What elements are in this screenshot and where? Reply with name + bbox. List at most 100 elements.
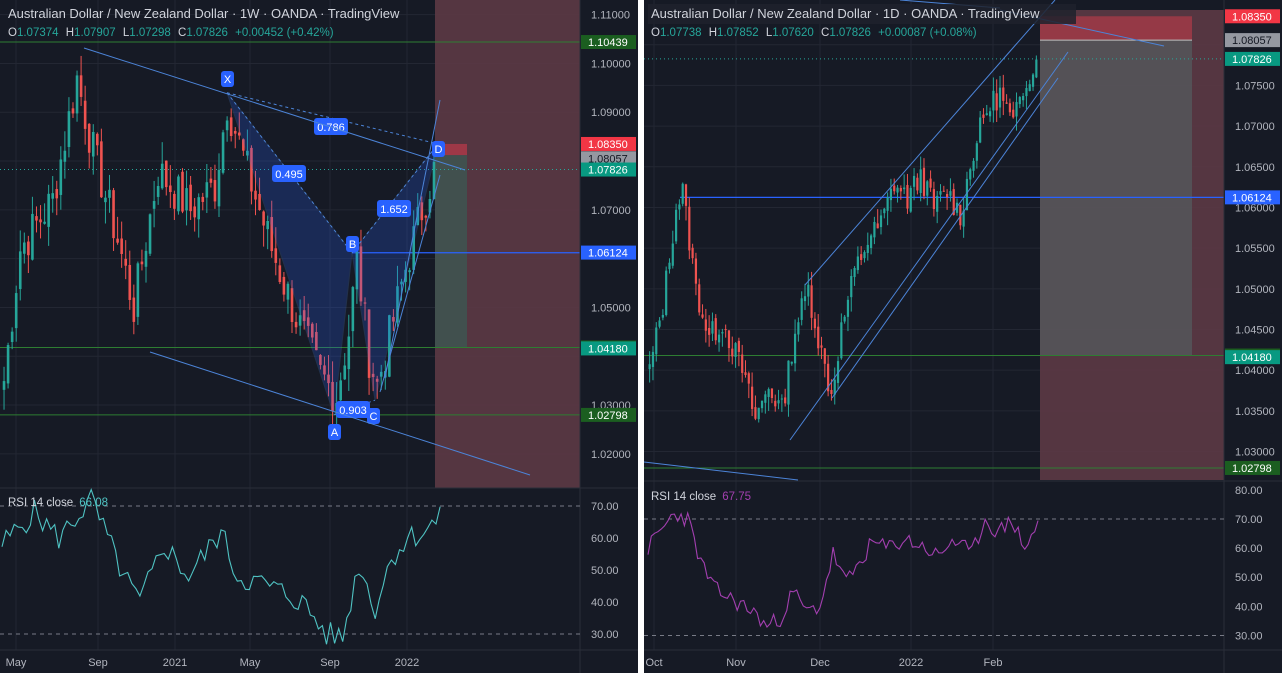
right-price-tick: 1.03500 — [1235, 406, 1275, 418]
right-candle-body — [774, 400, 777, 407]
right-candle-body — [780, 398, 783, 400]
left-candlestick-series[interactable] — [2, 55, 436, 432]
left-candle-body — [343, 365, 347, 380]
pattern-xb-leg — [226, 92, 353, 254]
right-price-badge-text: 1.08350 — [1232, 11, 1272, 23]
left-candle-body — [282, 276, 286, 295]
right-candle-body — [688, 206, 691, 251]
left-candle-body — [124, 258, 128, 266]
right-price-tick: 1.07000 — [1235, 121, 1275, 133]
right-candle-body — [678, 204, 681, 210]
fib-ratio-0: 0.786 — [314, 118, 348, 135]
right-candle-body — [731, 348, 734, 357]
right-candle-body — [807, 284, 810, 297]
left-price-badge-bg — [581, 151, 636, 166]
right-time-axis[interactable]: Oct Nov Dec 2022 Feb — [644, 649, 1282, 669]
left-rsi-tick: 50.00 — [591, 565, 619, 577]
left-candle-body — [51, 193, 55, 199]
left-candle-body — [2, 381, 6, 390]
left-candle-body — [379, 371, 383, 377]
left-price-badge-bg — [581, 341, 636, 356]
left-candle-body — [420, 202, 424, 221]
right-candle-body — [655, 327, 658, 355]
left-candle-body — [108, 189, 111, 198]
left-time-axis[interactable]: May Sep 2021 May Sep 2022 — [0, 649, 638, 669]
right-rsi-tick: 70.00 — [1235, 514, 1263, 526]
panel-divider — [638, 0, 644, 673]
fib-ratio-badge — [336, 401, 370, 418]
right-rsi-tick: 40.00 — [1235, 601, 1263, 613]
right-candle-body — [694, 258, 698, 284]
left-candle-body — [237, 132, 241, 136]
left-upper-trendline — [83, 47, 466, 171]
left-candle-body — [6, 345, 10, 384]
right-rsi-title: RSI 14 close 67.75 — [651, 491, 751, 503]
right-trendlines[interactable] — [643, 0, 1165, 481]
left-candle-body — [100, 141, 103, 198]
left-price-badge: 1.08057 — [581, 151, 636, 166]
right-candlestick-series[interactable] — [648, 55, 1038, 423]
left-candle-body — [375, 378, 379, 382]
left-lower-trendline — [149, 351, 531, 476]
left-candle-body — [197, 197, 201, 220]
right-candle-body — [995, 93, 998, 111]
left-candle-body — [112, 190, 115, 239]
right-candle-body — [1012, 109, 1015, 118]
left-candle-body — [225, 120, 229, 131]
fib-ratio-2: 1.652 — [377, 200, 411, 217]
right-candle-body — [1015, 102, 1018, 117]
right-candle-body — [969, 169, 972, 180]
right-candle-body — [701, 314, 704, 318]
right-candle-body — [760, 400, 764, 409]
left-candle-body — [416, 207, 420, 226]
right-candle-body — [836, 361, 840, 383]
right-candle-body — [1005, 102, 1008, 104]
left-candle-body — [14, 293, 18, 329]
left-price-badge: 1.07826 — [581, 162, 636, 177]
right-price-badge-bg — [1225, 51, 1280, 66]
left-candle-body — [396, 286, 399, 323]
right-candle-body — [1028, 84, 1031, 91]
left-price-badge-text: 1.04180 — [588, 343, 628, 355]
left-candle-body — [75, 75, 79, 114]
right-candle-body — [1031, 74, 1035, 87]
right-rsi-tick: 50.00 — [1235, 572, 1263, 584]
right-candle-body — [770, 388, 774, 399]
left-price-badge: 1.02798 — [581, 407, 636, 422]
left-candle-body — [319, 354, 322, 365]
left-candle-body — [136, 263, 140, 317]
left-candle-body — [424, 215, 428, 218]
right-candle-body — [886, 197, 889, 211]
right-candle-body — [1002, 87, 1005, 101]
left-price-tick: 1.09000 — [591, 107, 631, 119]
right-candle-body — [1035, 59, 1038, 78]
right-candle-body — [952, 189, 955, 216]
left-price-badge-text: 1.08350 — [588, 139, 628, 151]
left-harmonic-pattern[interactable]: X A B C D 0.786 0.495 1.652 0.903 — [221, 71, 445, 440]
right-price-tick: 1.04500 — [1235, 324, 1275, 336]
right-horizontal-levels — [644, 39, 1224, 469]
left-candle-body — [306, 317, 310, 326]
left-price-axis[interactable]: 1.110001.100001.090001.070001.050001.030… — [579, 0, 638, 673]
fib-ratio-badge — [377, 200, 411, 217]
right-candle-body — [992, 90, 995, 111]
right-lower-line — [643, 461, 799, 481]
left-candle-body — [47, 193, 50, 227]
left-price-tick: 1.05000 — [591, 302, 631, 314]
left-price-tick: 1.07000 — [591, 205, 631, 217]
left-price-badge-text: 1.07826 — [588, 165, 628, 177]
left-candle-body — [67, 111, 71, 148]
right-price-badge: 1.08350 — [1225, 9, 1280, 24]
right-price-axis[interactable]: 1.07500 1.07000 1.06500 1.06000 1.05500 1.050… — [1223, 0, 1282, 673]
right-candle-body — [764, 394, 767, 403]
right-candle-body — [1025, 87, 1028, 97]
left-candle-body — [148, 214, 152, 254]
right-candle-body — [800, 298, 803, 320]
left-candle-body — [367, 309, 371, 378]
right-candle-body — [909, 187, 912, 212]
left-chart-panel: X A B C D 0.786 0.495 1.652 0.903 1.11000 1.10000… — [0, 0, 638, 673]
left-trendlines[interactable] — [83, 47, 531, 476]
left-candle-body — [185, 188, 188, 211]
left-candle-body — [428, 198, 432, 213]
